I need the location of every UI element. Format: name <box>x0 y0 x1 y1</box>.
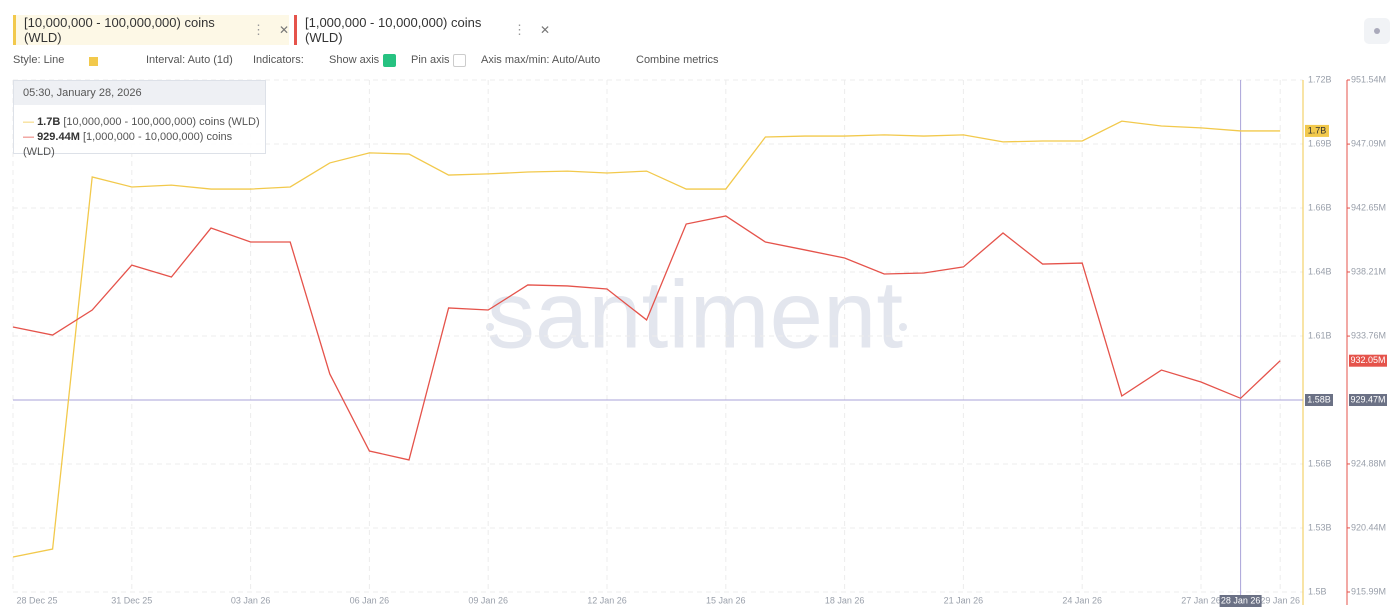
tab-close[interactable]: ✕ <box>278 23 289 37</box>
metric-tab[interactable]: [1,000,000 - 10,000,000) coins (WLD) ⋮ ✕ <box>294 15 550 45</box>
pin-axis-checkbox[interactable] <box>453 54 466 67</box>
tab-close[interactable]: ✕ <box>539 23 550 37</box>
crosshair-x-tag: 28 Jan 26 <box>1221 595 1261 605</box>
tooltip-value: 929.44M <box>37 131 80 143</box>
tab-menu[interactable]: ⋮ <box>512 22 526 37</box>
color-picker[interactable] <box>89 57 98 66</box>
x-tick-label: 27 Jan 26 <box>1181 595 1221 605</box>
watermark-dot <box>486 323 494 331</box>
y-tick-label: 1.72B <box>1308 74 1332 84</box>
metric-tab[interactable]: [10,000,000 - 100,000,000) coins (WLD) ⋮ ✕ <box>13 15 289 45</box>
y-tick-label: 1.69B <box>1308 138 1332 148</box>
y-tick-label: 1.64B <box>1308 266 1332 276</box>
y-tick-label: 1.56B <box>1308 458 1332 468</box>
y2-tick-label: 920.44M <box>1351 522 1386 532</box>
y2-tick-label: 915.99M <box>1351 586 1386 596</box>
x-tick-label: 29 Jan 26 <box>1260 595 1300 605</box>
interval-dropdown[interactable]: Interval: Auto (1d) <box>146 54 233 66</box>
tooltip-date: 05:30, January 28, 2026 <box>14 81 265 105</box>
y2-tick-label: 942.65M <box>1351 202 1386 212</box>
dot-icon <box>1374 28 1380 34</box>
indicators-dropdown[interactable]: Indicators: <box>253 54 304 66</box>
tooltip-row: — 929.44M [1,000,000 - 10,000,000) coins… <box>23 131 233 158</box>
y2-tick-label: 933.76M <box>1351 330 1386 340</box>
y-tick-label: 1.5B <box>1308 586 1327 596</box>
crosshair-y-tag-bg <box>1305 394 1333 406</box>
y2-tick-label: 951.54M <box>1351 74 1386 84</box>
crosshair-y-tag: 1.58B <box>1307 394 1331 404</box>
y2-tick-label: 947.09M <box>1351 138 1386 148</box>
show-axis-checkbox[interactable] <box>383 54 396 67</box>
last-value-tag-bg <box>1305 124 1329 137</box>
x-tick-label: 09 Jan 26 <box>468 595 508 605</box>
series-line <box>12 120 1281 558</box>
crosshair-y2-tag-bg <box>1349 394 1387 406</box>
y-tick-label: 1.66B <box>1308 202 1332 212</box>
x-tick-label: 06 Jan 26 <box>350 595 390 605</box>
last-value-tag-bg <box>1349 354 1387 367</box>
y2-tick-label: 938.21M <box>1351 266 1386 276</box>
x-tick-label: 03 Jan 26 <box>231 595 271 605</box>
tooltip-series: [10,000,000 - 100,000,000) coins (WLD) <box>63 116 260 128</box>
tooltip: 05:30, January 28, 2026 — 1.7B [10,000,0… <box>13 80 266 158</box>
x-tick-label: 21 Jan 26 <box>944 595 984 605</box>
tab-label: [1,000,000 - 10,000,000) coins (WLD) <box>305 15 482 45</box>
y-tick-label: 1.53B <box>1308 522 1332 532</box>
y-tick-label: 1.61B <box>1308 330 1332 340</box>
pin-axis-label[interactable]: Pin axis <box>411 54 450 66</box>
y2-tick-label: 924.88M <box>1351 458 1386 468</box>
crosshair-y2-tag: 929.47M <box>1350 394 1385 404</box>
tooltip-value: 1.7B <box>37 116 61 128</box>
watermark-dot <box>899 323 907 331</box>
tab-menu[interactable]: ⋮ <box>251 22 265 37</box>
tooltip-series: [1,000,000 - 10,000,000) coins (WLD) <box>23 131 233 158</box>
last-value-tag: 932.05M <box>1350 355 1385 365</box>
show-axis-label[interactable]: Show axis <box>329 54 380 66</box>
series-line <box>12 215 1281 461</box>
x-tick-label: 28 Dec 25 <box>16 595 57 605</box>
style-dropdown[interactable]: Style: Line <box>13 54 65 66</box>
x-tick-label: 18 Jan 26 <box>825 595 865 605</box>
crosshair-x-tag-bg <box>1219 595 1262 607</box>
x-tick-label: 24 Jan 26 <box>1062 595 1102 605</box>
x-tick-label: 15 Jan 26 <box>706 595 746 605</box>
axis-range-dropdown[interactable]: Axis max/min: Auto/Auto <box>481 54 601 66</box>
settings-button[interactable] <box>1364 18 1390 44</box>
x-tick-label: 12 Jan 26 <box>587 595 627 605</box>
watermark: santiment <box>487 261 903 368</box>
tooltip-row: — 1.7B [10,000,000 - 100,000,000) coins … <box>23 116 260 128</box>
x-tick-label: 31 Dec 25 <box>111 595 152 605</box>
tab-label: [10,000,000 - 100,000,000) coins (WLD) <box>24 15 215 45</box>
combine-metrics[interactable]: Combine metrics <box>636 54 719 66</box>
last-value-tag: 1.7B <box>1308 125 1327 135</box>
